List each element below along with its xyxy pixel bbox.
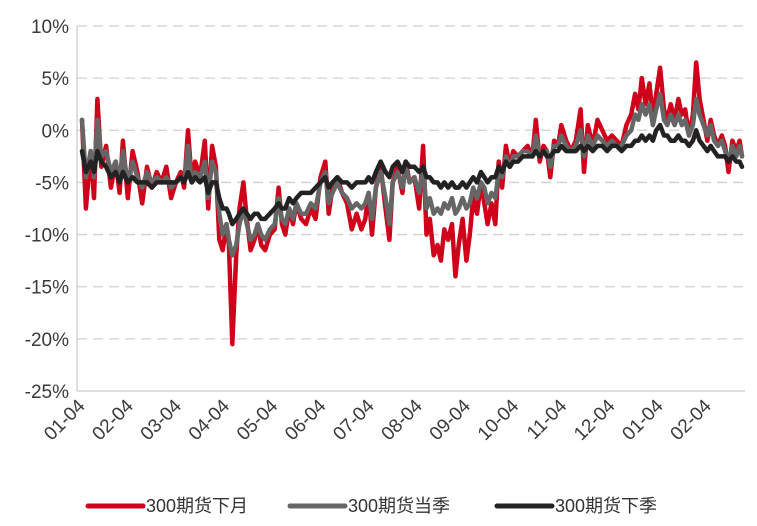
y-tick-label: 0%: [42, 121, 70, 142]
series-line-1: [79, 91, 745, 258]
series-line-2: [79, 122, 745, 227]
y-tick-label: -10%: [25, 226, 69, 247]
y-tick-label: -25%: [25, 382, 69, 403]
x-tick-label: 04-04: [185, 395, 235, 445]
legend-label: 300期货当季: [348, 496, 450, 516]
x-tick-label: 03-04: [137, 395, 187, 445]
x-tick-label: 05-04: [233, 395, 283, 445]
x-tick-label: 11-04: [523, 395, 572, 444]
legend: 300期货下月 300期货当季 300期货下季: [85, 496, 657, 516]
x-tick-label: 09-04: [426, 395, 476, 445]
y-tick-label: -15%: [25, 278, 69, 299]
x-tick-label: 12-04: [570, 395, 620, 445]
x-tick-label: 06-04: [281, 395, 331, 445]
y-tick-label: 10%: [31, 17, 69, 38]
x-tick-label: 02-04: [88, 395, 138, 445]
legend-label: 300期货下月: [146, 496, 248, 516]
y-axis-tick-labels: 10% 5% 0% -5% -10% -15% -20% -25%: [25, 17, 69, 403]
y-tick-label: 5%: [42, 69, 70, 90]
x-tick-label: 07-04: [329, 395, 379, 445]
x-tick-label: 08-04: [378, 395, 428, 445]
series-lines: [79, 60, 745, 347]
x-tick-label: 02-04: [667, 395, 717, 445]
y-tick-label: -5%: [35, 173, 69, 194]
legend-label: 300期货下季: [555, 496, 657, 516]
y-tick-label: -20%: [25, 330, 69, 351]
x-tick-label: 10-04: [474, 395, 524, 445]
x-axis-tick-labels: 01-0402-0403-0404-0405-0406-0407-0408-04…: [40, 395, 716, 445]
x-tick-label: 01-04: [618, 395, 668, 445]
